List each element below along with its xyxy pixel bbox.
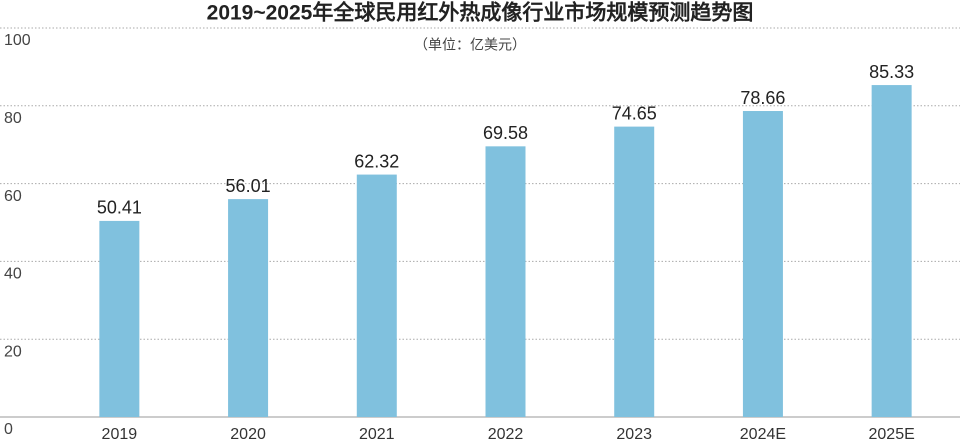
x-tick-label: 2024E <box>740 426 786 443</box>
bar <box>228 199 269 417</box>
chart-title: 2019~2025年全球民用红外热成像行业市场规模预测趋势图 <box>207 1 754 25</box>
x-tick-label: 2022 <box>488 426 524 443</box>
x-tick-label: 2019 <box>102 426 138 443</box>
value-label: 69.58 <box>483 123 528 143</box>
chart-subtitle: （单位：亿美元） <box>414 37 526 53</box>
x-tick-label: 2025E <box>869 426 915 443</box>
bar <box>485 146 526 417</box>
value-label: 50.41 <box>97 198 142 218</box>
value-label: 62.32 <box>354 151 399 171</box>
bar <box>871 85 912 418</box>
value-label: 85.33 <box>869 62 914 82</box>
x-tick-label: 2023 <box>616 426 652 443</box>
bar <box>614 126 655 417</box>
value-label: 78.66 <box>740 88 785 108</box>
y-tick-label: 40 <box>4 266 22 283</box>
value-label: 74.65 <box>612 103 657 123</box>
y-tick-label: 20 <box>4 343 22 360</box>
bar <box>99 220 140 417</box>
x-tick-label: 2021 <box>359 426 395 443</box>
y-tick-label: 100 <box>4 32 31 49</box>
y-tick-label: 60 <box>4 188 22 205</box>
y-tick-label: 0 <box>4 421 13 438</box>
x-tick-label: 2020 <box>230 426 266 443</box>
y-tick-label: 80 <box>4 110 22 127</box>
bar <box>742 111 783 417</box>
value-label: 56.01 <box>226 176 271 196</box>
bar <box>356 174 397 417</box>
